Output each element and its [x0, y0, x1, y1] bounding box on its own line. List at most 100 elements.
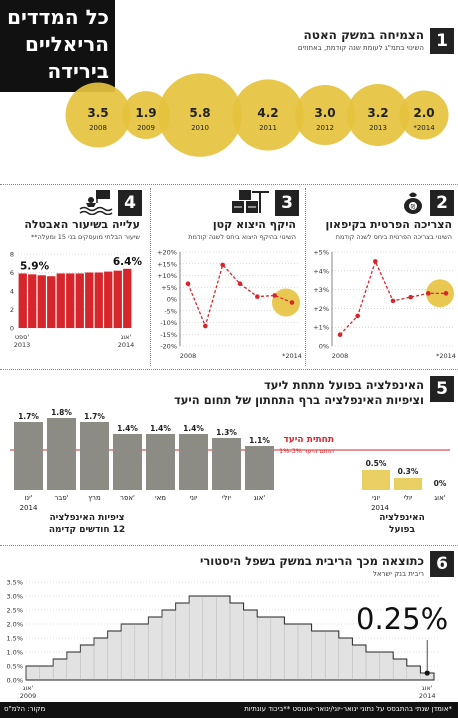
- month-label: פבר': [54, 494, 68, 502]
- unemployment-bar: [75, 273, 84, 328]
- unemployment-bar: [85, 272, 94, 328]
- divider: [0, 184, 458, 185]
- section-number: 4: [118, 190, 142, 216]
- section-number: 5: [430, 376, 454, 402]
- data-point: [237, 281, 243, 287]
- gdp-value-label: 3.2: [367, 106, 388, 120]
- section-subtitle: השינוי בהיקף היצוא ביחס לשנה קודמת: [188, 233, 296, 241]
- unemployment-bar: [18, 273, 27, 328]
- divider: [150, 188, 151, 366]
- y-tick-label: 1.0%: [6, 649, 23, 657]
- actual-bar: [362, 470, 390, 490]
- y-tick-label: +5%: [313, 249, 329, 257]
- forecast-value-label: 1.7%: [18, 412, 39, 421]
- forecast-label: ציפיות האינפלציה: [49, 513, 125, 523]
- y-tick-label: 0%: [319, 343, 329, 351]
- gdp-year-label: 2009: [137, 124, 155, 132]
- gdp-bubble: [158, 73, 242, 157]
- data-point: [220, 262, 225, 268]
- gdp-year-label: 2008: [89, 124, 107, 132]
- y-tick-label: -5%: [164, 307, 177, 315]
- money-bag-icon: ₪: [404, 192, 422, 214]
- x-tick-label: 2014: [419, 692, 436, 700]
- month-label: יולי: [403, 494, 412, 502]
- gdp-year-label: 2011: [259, 124, 277, 132]
- section-subtitle: השינוי בתמ"ג לעומת שנה קודמת, באחוזים: [297, 44, 424, 52]
- footer-source: מקור: הלמ"ס: [4, 705, 46, 713]
- unemployment-bar: [104, 271, 113, 328]
- gdp-bubble: [65, 82, 131, 148]
- unemployment-chart: 8 6 4 2 0 5.9% 6.4% ספט'2013 אוג'2014: [10, 251, 143, 350]
- footer-bar: [0, 702, 458, 718]
- inflation-chart: 1.7% ינו' 1.8% פבר' 1.7% מרץ 1.4% אפר' 1.4% מאי 1.…: [10, 408, 450, 512]
- y-tick-label: +10%: [157, 272, 177, 280]
- interest-rate-chart: 3.5%3.0%2.5%2.0%1.5%1.0%0.5%0.0%אוג'2009…: [6, 579, 440, 700]
- drowning-person-icon: [79, 190, 113, 215]
- month-label: יוני: [190, 494, 198, 502]
- actual-value-label: 0.3%: [398, 467, 419, 476]
- month-label: אוג': [434, 494, 445, 502]
- data-point: [337, 332, 343, 338]
- forecast-value-label: 1.4%: [183, 424, 204, 433]
- data-point: [355, 313, 360, 319]
- y-tick-label: 2.5%: [6, 607, 23, 615]
- y-tick-label: 2: [10, 306, 14, 314]
- gdp-value-label: 5.8: [189, 106, 210, 120]
- section-title: עלייה בשיעור האבטלה: [24, 218, 140, 231]
- x-tick-label: 2009: [20, 692, 37, 700]
- month-label: מרץ: [88, 494, 101, 502]
- gdp-year-label: 2010: [191, 124, 209, 132]
- x-tick-label: אוג': [23, 684, 34, 692]
- unemployment-bar: [56, 273, 65, 328]
- y-tick-label: 2.0%: [6, 621, 23, 629]
- forecast-bar: [146, 434, 175, 490]
- section-title: וציפיות האינפלציה ברף התחתון של תחום היע…: [173, 393, 424, 407]
- section-subtitle: ריבית בנק ישראל: [372, 570, 424, 578]
- section-subtitle: שיעור הבלתי מועסקים בני 15 ומעלה**: [31, 233, 140, 241]
- y-tick-label: 6: [10, 269, 14, 277]
- svg-text:₪: ₪: [411, 204, 416, 211]
- y-tick-label: 0: [10, 325, 14, 333]
- y-tick-label: 0%: [167, 296, 177, 304]
- y-tick-label: 8: [10, 251, 14, 259]
- gdp-value-label: 2.0: [413, 106, 434, 120]
- section-title: הצריכה הפרטית בקיפאון: [325, 218, 452, 231]
- data-point: [255, 294, 260, 299]
- main-title-line: בירידה: [47, 59, 109, 83]
- x-tick-label: *2014: [436, 352, 456, 360]
- section-title: היקף היצוא קטן: [212, 218, 296, 231]
- gdp-value-label: 3.0: [314, 106, 335, 120]
- forecast-bar: [113, 434, 142, 490]
- unemployment-bar: [66, 273, 75, 328]
- forecast-value-label: 1.8%: [51, 408, 72, 417]
- x-tick-label: ספט': [15, 333, 30, 341]
- unemployment-bar: [113, 270, 122, 328]
- forecast-bar: [179, 434, 208, 490]
- unemployment-bar: [47, 276, 56, 328]
- y-tick-label: 0.5%: [6, 663, 23, 671]
- y-tick-label: -10%: [160, 319, 177, 327]
- gdp-year-label: 2012: [316, 124, 334, 132]
- y-tick-label: +5%: [161, 284, 177, 292]
- y-tick-label: +3%: [313, 286, 329, 294]
- unemployment-bar: [37, 275, 46, 328]
- actual-label: בפועל: [389, 525, 415, 535]
- forecast-bar: [212, 438, 241, 490]
- last-value-label: 6.4%: [113, 256, 143, 268]
- exports-chart: +20% +15% +10% +5% 0% -5% -10% -15% -20%2008 *201…: [157, 249, 302, 361]
- gdp-year-label: *2014: [413, 124, 435, 132]
- month-label: יוני: [372, 494, 380, 502]
- forecast-bar: [14, 422, 43, 490]
- y-tick-label: 0.0%: [6, 677, 23, 685]
- gdp-year-label: 2013: [369, 124, 387, 132]
- y-tick-label: +15%: [157, 260, 177, 268]
- x-tick-label: 2013: [14, 341, 31, 349]
- actual-value-label: 0.5%: [366, 459, 387, 468]
- crane-cargo-icon: [232, 190, 269, 213]
- section-number: 3: [275, 190, 299, 216]
- divider: [0, 369, 458, 370]
- forecast-bar: [47, 418, 76, 490]
- forecast-bar: [80, 422, 109, 490]
- actual-label: האינפלציה: [379, 513, 425, 523]
- data-point: [272, 293, 277, 298]
